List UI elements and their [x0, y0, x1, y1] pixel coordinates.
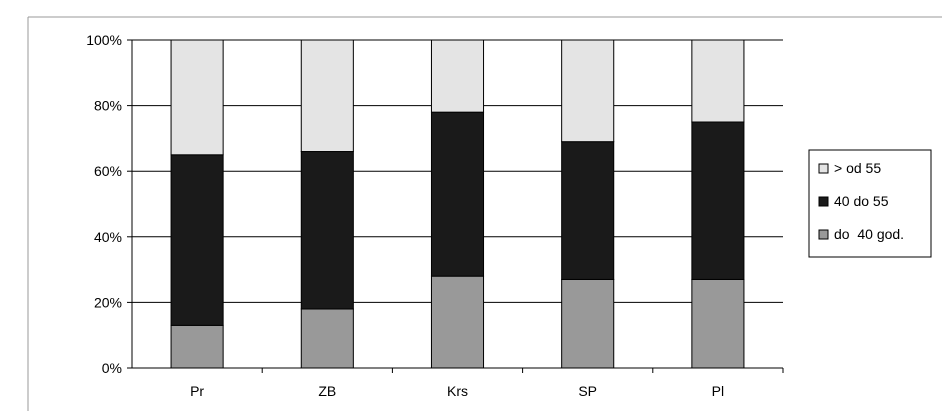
- bar-segment: [170, 39, 224, 156]
- bar-segment: [300, 39, 354, 153]
- bar-segment: [170, 324, 224, 369]
- axes: [131, 40, 784, 373]
- bar-segment: [561, 141, 615, 280]
- bar-segment: [300, 308, 354, 369]
- bars: [170, 39, 745, 369]
- legend: > od 55 40 do 55 do 40 god.: [808, 149, 932, 258]
- bar-segment: [691, 278, 745, 369]
- x-tick-label: Krs: [447, 383, 468, 399]
- bar-segment: [561, 39, 615, 143]
- y-tick-label: 60%: [94, 163, 122, 179]
- bar-segment: [691, 121, 745, 280]
- y-tick-labels: 0% 20% 40% 60% 80% 100%: [86, 32, 122, 376]
- bar-segment: [430, 275, 485, 369]
- bar-segment: [561, 278, 615, 369]
- x-tick-labels: Pr ZB Krs SP Pl: [190, 383, 724, 399]
- y-tick-label: 100%: [86, 32, 122, 48]
- bar-segment: [430, 39, 485, 113]
- bar-segment: [300, 151, 354, 310]
- x-tick-label: SP: [578, 383, 597, 399]
- y-tick-label: 40%: [94, 229, 122, 245]
- legend-swatch: [818, 229, 829, 240]
- legend-label: > od 55: [834, 160, 881, 176]
- y-tick-label: 0%: [102, 360, 122, 376]
- legend-label: 40 do 55: [834, 193, 889, 209]
- legend-swatch: [818, 163, 829, 174]
- x-tick-label: Pl: [712, 383, 724, 399]
- legend-box: [808, 149, 932, 258]
- bar-segment: [691, 39, 745, 123]
- y-tick-label: 80%: [94, 98, 122, 114]
- bar-segment: [430, 111, 485, 277]
- legend-label: do 40 god.: [834, 226, 904, 242]
- legend-swatch: [818, 196, 829, 207]
- bar-segment: [170, 154, 224, 326]
- y-tick-label: 20%: [94, 294, 122, 310]
- x-tick-label: Pr: [190, 383, 204, 399]
- x-tick-label: ZB: [318, 383, 336, 399]
